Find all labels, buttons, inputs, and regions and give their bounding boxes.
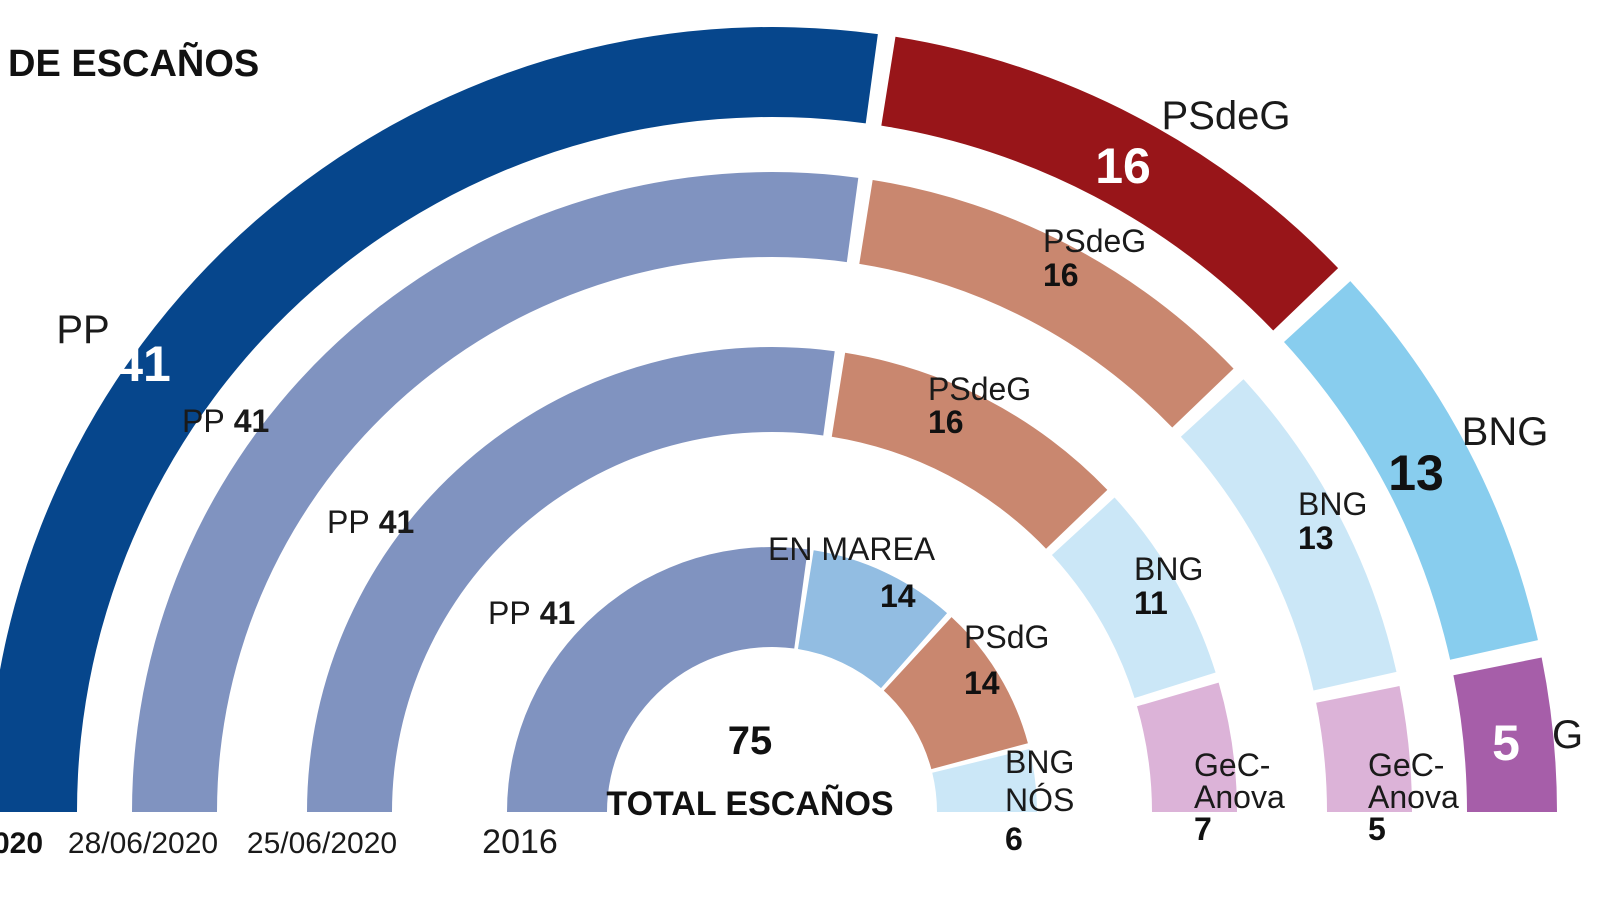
- ring4-bng-name: BNG NÓS: [1005, 744, 1074, 818]
- ring2-gec-value: 5: [1368, 811, 1386, 847]
- arc-ring4-psdg: [883, 617, 1028, 770]
- ring3-bng-value: 11: [1134, 585, 1168, 621]
- arc-ring3-psdeg: [831, 352, 1108, 549]
- ring2-bng-name: BNG: [1298, 486, 1367, 522]
- ring2-pp-value: 41: [234, 403, 270, 439]
- ring1-date: 020: [0, 827, 43, 860]
- ring2-psdeg-value: 16: [1043, 257, 1079, 293]
- total-seats-value: 75: [728, 719, 773, 763]
- arc-ring2-bng: [1180, 379, 1397, 691]
- ring3-date: 25/06/2020: [247, 827, 397, 860]
- ring3-psdeg-name: PSdeG: [928, 371, 1031, 407]
- arc-ring1-bng: [1283, 281, 1538, 660]
- ring1-pp-value: 41: [115, 336, 171, 392]
- ring1-psdeg-name: PSdeG: [1162, 94, 1291, 138]
- ring3-pp-label: PP 41: [327, 504, 414, 540]
- ring1-bng-name: BNG: [1462, 410, 1549, 454]
- ring1-gec-value: 5: [1492, 715, 1520, 771]
- ring2-date: 28/06/2020: [68, 827, 218, 860]
- arc-ring2-psdeg: [859, 179, 1234, 428]
- ring3-pp-value: 41: [379, 504, 415, 540]
- arc-segments: [0, 27, 1557, 813]
- ring3-gec-value: 7: [1194, 811, 1212, 847]
- total-seats-label: TOTAL ESCAÑOS: [606, 785, 893, 823]
- ring4-enmarea-value: 14: [880, 578, 916, 614]
- ring2-bng-value: 13: [1298, 520, 1334, 556]
- ring4-pp-label: PP 41: [488, 595, 575, 631]
- ring2-pp-name: PP: [182, 403, 225, 439]
- arc-ring4-pp: [507, 547, 808, 812]
- ring4-bng-value: 6: [1005, 821, 1023, 857]
- ring4-psdg-value: 14: [964, 665, 1000, 701]
- arc-ring1-pp: [0, 27, 878, 812]
- ring3-bng-name: BNG: [1134, 551, 1203, 587]
- ring2-psdeg-name: PSdeG: [1043, 223, 1146, 259]
- ring1-pp-name: PP: [56, 308, 109, 352]
- arc-ring3-gec-anova: [1137, 682, 1237, 812]
- ring3-gec-name: GeC-Anova: [1194, 747, 1285, 815]
- arc-ring1-g: [1453, 657, 1557, 812]
- ring3-pp-name: PP: [327, 504, 370, 540]
- ring2-gec-name: GeC-Anova: [1368, 747, 1459, 815]
- arc-ring3-pp: [307, 346, 835, 812]
- arc-ring1-psdeg: [881, 36, 1339, 331]
- ring1-gec-name: G: [1552, 713, 1583, 757]
- arc-ring2-pp: [132, 171, 859, 813]
- arc-ring2-gec-anova: [1316, 686, 1412, 812]
- ring2-pp-label: PP 41: [182, 403, 269, 439]
- arc-ring4-en-marea: [797, 550, 948, 689]
- ring4-enmarea-name: EN MAREA: [768, 531, 936, 567]
- arc-ring4-bng-n-s: [932, 749, 1037, 812]
- ring4-psdg-name: PSdG: [964, 619, 1049, 655]
- chart-title: N DE ESCAÑOS: [0, 41, 259, 85]
- ring1-bng-value: 13: [1388, 445, 1444, 501]
- ring1-psdeg-value: 16: [1095, 138, 1151, 194]
- ring4-date: 2016: [482, 823, 558, 861]
- ring3-psdeg-value: 16: [928, 404, 964, 440]
- arc-ring3-bng: [1051, 497, 1216, 699]
- ring4-pp-value: 41: [540, 595, 576, 631]
- ring4-pp-name: PP: [488, 595, 531, 631]
